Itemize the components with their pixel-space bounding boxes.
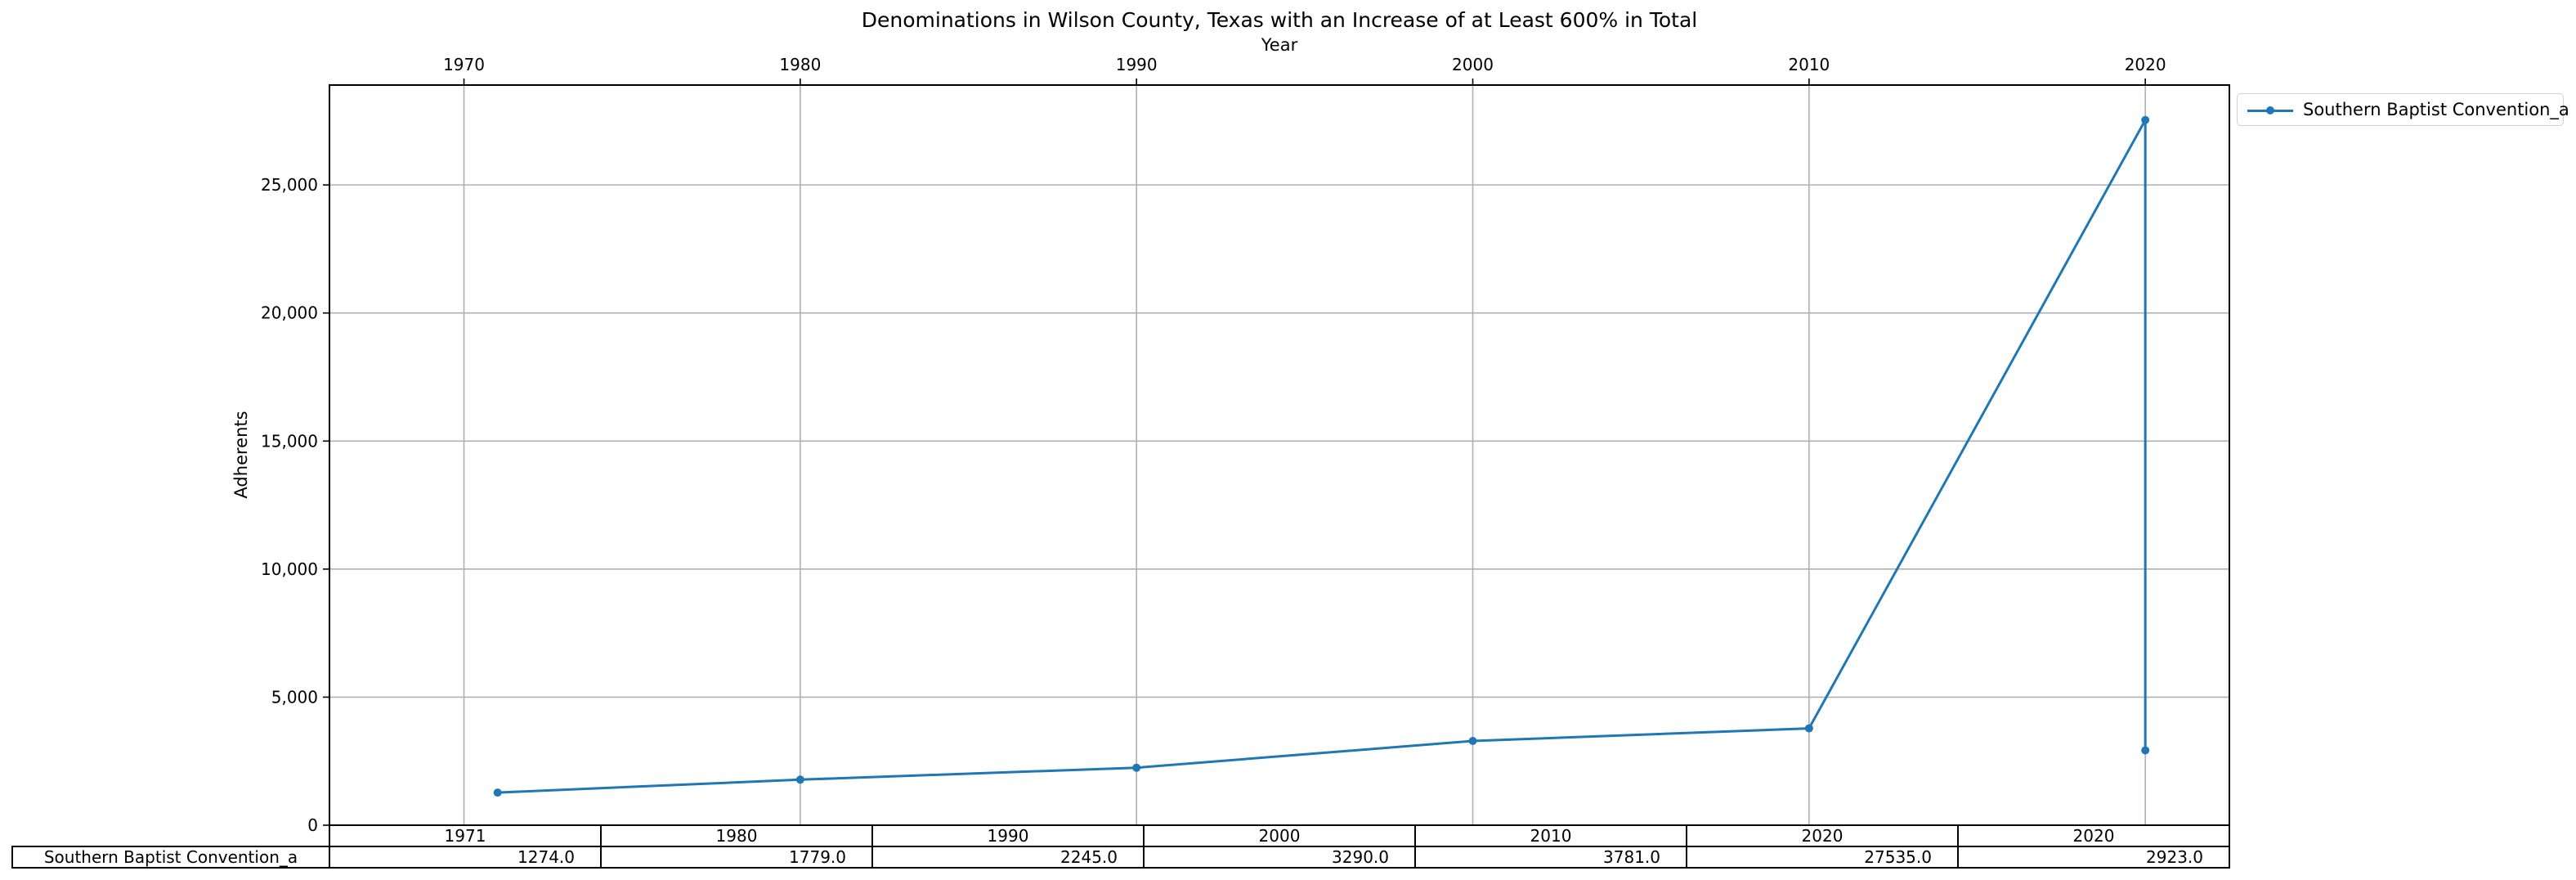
data-point [2141,746,2150,755]
legend-label: Southern Baptist Convention_a [2303,100,2569,119]
table-header-label: 2010 [1530,826,1572,846]
grid [329,85,2229,826]
table-cell [1414,846,1687,869]
data-point [795,775,804,784]
data-table: 1971 1980 1990 2000 2010 2020 2020 Southern Bap… [11,824,2230,869]
y-tick-label: 5,000 [271,687,318,707]
table-header-cell [1143,824,1416,847]
y-axis-label: Adherents [231,411,251,498]
data-point [2141,115,2150,124]
y-tick-label: 20,000 [261,303,318,323]
table-header-label: 1971 [445,826,486,846]
x-tick-label: 1990 [1116,55,1158,74]
table-cell [1957,846,2230,869]
table-header-label: 2020 [1802,826,1844,846]
table-header-cell [600,824,873,847]
table-header-cell [871,824,1145,847]
legend-marker [2266,106,2274,114]
table-cell-value: 1274.0 [517,847,575,867]
table-row-label-cell [11,846,330,869]
chart-title: Denominations in Wilson County, Texas wi… [862,8,1697,32]
x-tick-label: 2020 [2125,55,2166,74]
table-cell-value: 2245.0 [1060,847,1118,867]
data-point [1132,763,1141,772]
plot-frame [329,84,2230,826]
table-header-label: 1990 [988,826,1029,846]
table-cell-value: 3290.0 [1332,847,1389,867]
table-cell [329,846,602,869]
table-cell [600,846,873,869]
y-tick-label: 15,000 [261,431,318,451]
y-tick-label: 25,000 [261,175,318,195]
x-tick-label: 1980 [779,55,821,74]
data-point [1468,736,1477,745]
table-header-label: 1980 [716,826,758,846]
x-tick-label: 1970 [443,55,485,74]
table-header-label: 2000 [1259,826,1301,846]
table-cell-value: 2923.0 [2146,847,2203,867]
table-cell [1143,846,1416,869]
x-axis-label: Year [1261,35,1298,55]
table-header-label: 2020 [2073,826,2115,846]
series-line [497,119,2147,794]
table-header-cell [1686,824,1959,847]
table-header-cell [1957,824,2230,847]
table-cell-value: 3781.0 [1603,847,1660,867]
table-header-cell [329,824,602,847]
table-row-label: Southern Baptist Convention_a [44,847,298,867]
table-cell-value: 1779.0 [789,847,846,867]
data-point [1804,724,1813,733]
series-layer [493,115,2150,797]
table-cell [1686,846,1959,869]
data-point [493,788,502,797]
x-tick-label: 2000 [1452,55,1494,74]
table-cell-value: 27535.0 [1864,847,1932,867]
y-tick-label: 0 [307,815,318,835]
tick-labels: 1970 1980 1990 2000 2010 2020 0 5,000 10,000 15,0… [261,55,2166,835]
legend: Southern Baptist Convention_a [2237,93,2569,126]
table-cell [871,846,1145,869]
x-tick-label: 2010 [1788,55,1830,74]
y-tick-label: 10,000 [261,559,318,579]
